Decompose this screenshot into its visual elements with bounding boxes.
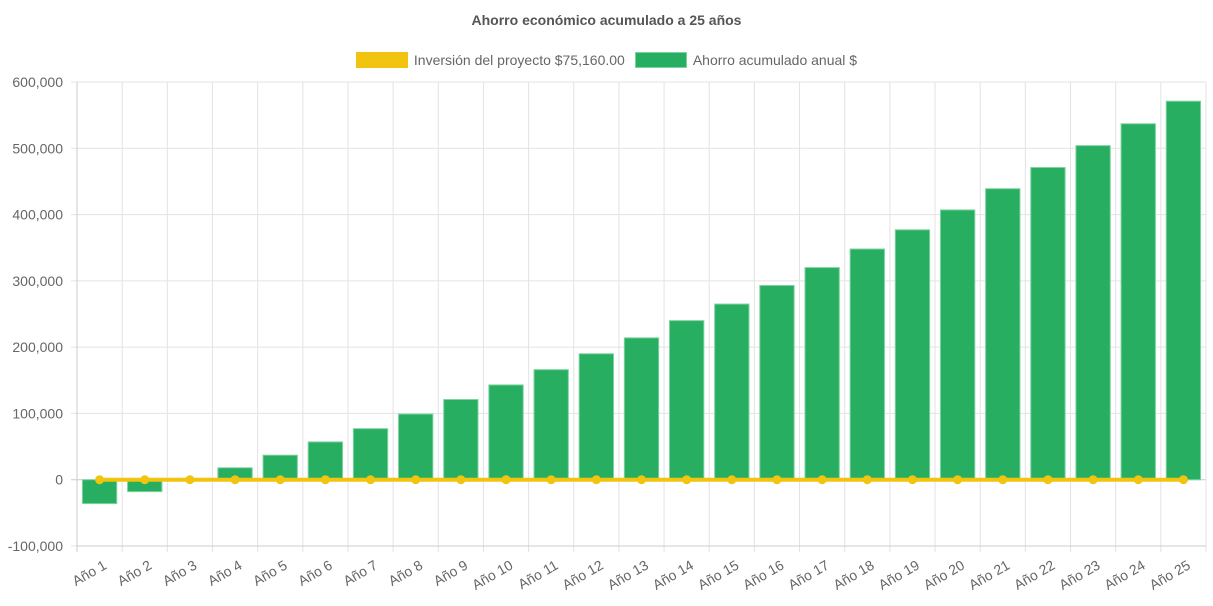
x-tick-label: Año 5 bbox=[250, 557, 290, 589]
x-tick-label: Año 4 bbox=[205, 557, 245, 589]
x-tick-label: Año 18 bbox=[830, 557, 877, 593]
point-inversion bbox=[1043, 475, 1053, 485]
x-tick-label: Año 11 bbox=[515, 557, 561, 593]
legend-swatch-ahorro bbox=[634, 52, 687, 68]
x-tick-label: Año 3 bbox=[160, 557, 200, 589]
point-inversion bbox=[727, 475, 737, 485]
x-tick-label: Año 15 bbox=[695, 557, 742, 593]
point-inversion bbox=[817, 475, 827, 485]
y-tick-label: 200,000 bbox=[12, 339, 63, 355]
y-tick-label: 500,000 bbox=[12, 140, 63, 156]
bar-ahorro bbox=[398, 413, 434, 481]
x-tick-label: Año 13 bbox=[605, 557, 652, 593]
point-inversion bbox=[1088, 475, 1098, 485]
point-inversion bbox=[366, 475, 376, 485]
legend-item-ahorro[interactable]: Ahorro acumulado anual $ bbox=[634, 52, 858, 68]
point-inversion bbox=[1133, 475, 1143, 485]
y-tick-label: 100,000 bbox=[12, 405, 63, 421]
legend: Inversión del proyecto $75,160.00 Ahorro… bbox=[0, 52, 1213, 68]
point-inversion bbox=[862, 475, 872, 485]
bar-ahorro bbox=[1075, 145, 1111, 481]
point-inversion bbox=[275, 475, 285, 485]
point-inversion bbox=[411, 475, 421, 485]
point-inversion bbox=[140, 475, 150, 485]
point-inversion bbox=[185, 475, 195, 485]
legend-label-inversion: Inversión del proyecto $75,160.00 bbox=[413, 52, 625, 68]
point-inversion bbox=[637, 475, 646, 485]
bar-ahorro bbox=[894, 229, 931, 481]
bar-ahorro bbox=[1120, 123, 1156, 481]
bar-ahorro bbox=[307, 441, 344, 481]
x-tick-label: Año 17 bbox=[785, 557, 832, 593]
x-tick-label: Año 8 bbox=[386, 557, 426, 589]
x-tick-label: Año 20 bbox=[921, 557, 968, 593]
bar-ahorro bbox=[533, 369, 569, 481]
point-inversion bbox=[998, 475, 1008, 485]
x-tick-label: Año 9 bbox=[431, 557, 471, 589]
x-tick-label: Año 21 bbox=[966, 557, 1013, 593]
bar-ahorro bbox=[849, 248, 885, 481]
point-inversion bbox=[501, 475, 511, 485]
point-inversion bbox=[456, 475, 466, 485]
bar-ahorro bbox=[352, 428, 389, 481]
x-tick-label: Año 7 bbox=[340, 557, 380, 589]
chart-title: Ahorro económico acumulado a 25 años bbox=[471, 12, 742, 28]
point-inversion bbox=[591, 475, 601, 485]
legend-item-inversion[interactable]: Inversión del proyecto $75,160.00 bbox=[355, 52, 625, 68]
y-tick-label: 0 bbox=[55, 472, 63, 488]
x-tick-label: Año 16 bbox=[740, 557, 787, 593]
x-tick-label: Año 6 bbox=[295, 557, 335, 589]
legend-swatch-inversion bbox=[355, 52, 408, 68]
bar-ahorro bbox=[939, 209, 976, 481]
bar-ahorro bbox=[668, 320, 705, 481]
y-tick-label: -100,000 bbox=[8, 538, 63, 554]
y-tick-label: 600,000 bbox=[12, 74, 63, 90]
legend-label-ahorro: Ahorro acumulado anual $ bbox=[692, 52, 858, 68]
point-inversion bbox=[546, 475, 556, 485]
x-tick-label: Año 1 bbox=[69, 557, 109, 589]
point-inversion bbox=[320, 475, 330, 485]
bar-ahorro bbox=[488, 384, 524, 481]
x-tick-label: Año 24 bbox=[1101, 557, 1148, 593]
point-inversion bbox=[230, 475, 240, 485]
x-tick-label: Año 19 bbox=[876, 557, 923, 593]
point-inversion bbox=[953, 475, 963, 485]
x-tick-label: Año 23 bbox=[1056, 557, 1103, 593]
x-tick-label: Año 22 bbox=[1011, 557, 1058, 593]
bar-ahorro bbox=[759, 284, 795, 481]
bar-ahorro bbox=[804, 267, 840, 481]
bar-ahorro bbox=[443, 399, 479, 481]
bar-ahorro bbox=[1030, 167, 1066, 481]
point-inversion bbox=[95, 475, 105, 485]
y-tick-label: 400,000 bbox=[12, 207, 63, 223]
x-tick-label: Año 14 bbox=[650, 557, 697, 593]
bar-ahorro bbox=[1165, 100, 1202, 481]
bar-ahorro bbox=[985, 188, 1021, 481]
point-inversion bbox=[907, 475, 917, 485]
bar-ahorro bbox=[714, 303, 750, 481]
x-tick-label: Año 25 bbox=[1146, 557, 1193, 593]
x-tick-label: Año 2 bbox=[115, 557, 155, 589]
bar-ahorro bbox=[623, 337, 660, 481]
point-inversion bbox=[772, 475, 782, 485]
bar-ahorro bbox=[578, 353, 615, 481]
point-inversion bbox=[1178, 475, 1188, 485]
point-inversion bbox=[682, 475, 692, 485]
y-tick-label: 300,000 bbox=[12, 273, 63, 289]
x-tick-label: Año 10 bbox=[469, 557, 516, 593]
x-tick-label: Año 12 bbox=[559, 557, 606, 593]
